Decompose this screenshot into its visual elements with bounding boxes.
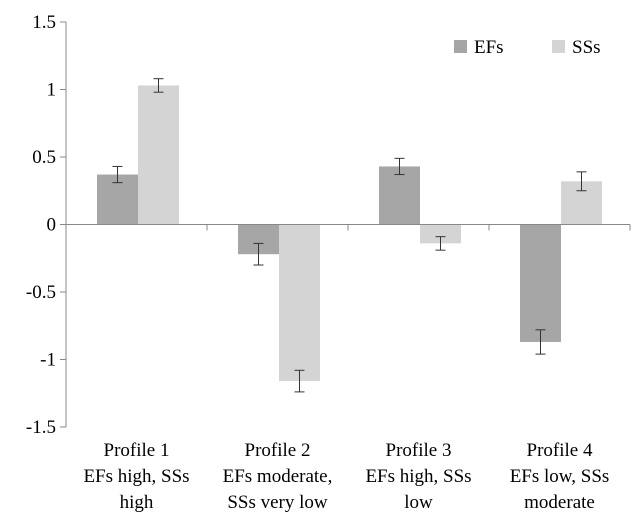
legend-label-efs: EFs [474,37,504,58]
category-label: Profile 1 [104,440,170,461]
y-tick-label: -1.5 [26,417,56,438]
category-label: Profile 2 [245,440,311,461]
bar-sss-profile-2 [279,224,320,382]
category-label: high [120,492,154,513]
x-axis: Profile 1 EFs high, SSs high Profile 2 EFs m… [65,224,631,513]
error-bars [112,78,587,393]
y-tick-label: 1 [47,80,57,101]
legend-swatch-efs [454,40,467,53]
y-tick-label: 0.5 [32,147,56,168]
y-tick-label: -0.5 [26,282,56,303]
category-label: EFs high, SSs [83,466,189,487]
legend: EFs SSs [454,37,601,58]
category-label: Profile 3 [386,440,452,461]
bar-sss-profile-3 [420,224,461,244]
category-label: moderate [524,492,595,513]
bars [97,85,602,382]
bar-efs-profile-4 [520,224,561,342]
legend-label-sss: SSs [572,37,601,58]
y-tick-label: 0 [47,215,57,236]
category-label: EFs high, SSs [365,466,471,487]
category-label: Profile 4 [527,440,593,461]
bar-sss-profile-1 [138,85,179,225]
y-tick-label: 1.5 [32,12,56,33]
category-label: EFs moderate, [223,466,333,487]
category-label: low [404,492,433,513]
category-label: EFs low, SSs [510,466,610,487]
bar-efs-profile-3 [379,166,420,225]
legend-swatch-sss [552,40,565,53]
y-tick-label: -1 [40,350,56,371]
y-axis: 1.5 1 0.5 0 -0.5 -1 -1.5 [26,12,67,438]
category-label: SSs very low [227,492,328,513]
